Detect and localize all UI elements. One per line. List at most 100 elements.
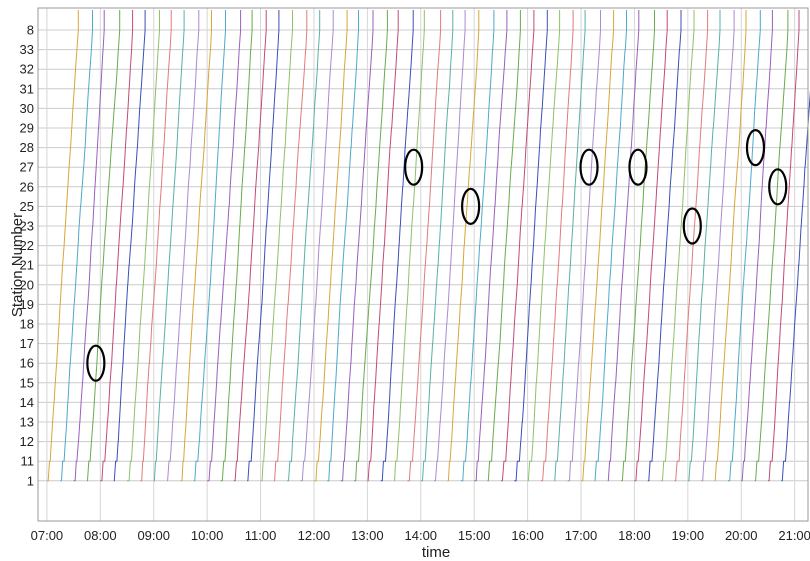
train-line	[60, 10, 93, 482]
train-line	[407, 10, 442, 482]
train-line	[701, 10, 735, 482]
train-line	[727, 10, 761, 482]
delay-markers	[86, 129, 788, 382]
train-line	[354, 10, 388, 482]
train-line	[300, 10, 334, 482]
train-line	[767, 10, 800, 482]
train-line	[193, 10, 226, 482]
train-line	[127, 10, 160, 482]
x-tick-label: 11:00	[245, 528, 277, 543]
train-line	[567, 10, 601, 482]
train-line	[180, 10, 212, 482]
train-line	[273, 10, 308, 482]
train-line	[514, 10, 548, 482]
x-tick-label: 07:00	[31, 528, 64, 543]
train-line	[314, 10, 348, 482]
y-tick-label: 8	[27, 23, 34, 38]
train-line	[647, 10, 682, 482]
train-line	[447, 10, 480, 482]
y-tick-label: 30	[20, 101, 34, 116]
delay-oval	[86, 344, 106, 382]
y-tick-label: 15	[20, 375, 34, 390]
x-tick-label: 21:00	[778, 528, 810, 543]
y-tick-label: 27	[20, 160, 34, 175]
train-line	[394, 10, 425, 482]
train-lines	[46, 10, 810, 482]
train-line	[594, 10, 627, 482]
train-line	[247, 10, 280, 482]
delay-oval	[745, 129, 766, 167]
x-tick-label: 19:00	[672, 528, 705, 543]
y-axis-title: Station Number	[9, 213, 26, 317]
y-tick-label: 23	[20, 219, 34, 234]
plot-background	[38, 8, 808, 521]
train-line	[420, 10, 454, 482]
train-line	[540, 10, 574, 482]
x-tick-label: 15:00	[458, 528, 491, 543]
y-tick-label: 32	[20, 62, 34, 77]
train-line	[621, 10, 655, 482]
train-line	[487, 10, 521, 482]
x-tick-label: 12:00	[298, 528, 331, 543]
train-line	[687, 10, 721, 482]
train-line	[474, 10, 508, 482]
delay-oval	[628, 148, 648, 186]
y-tick-label: 1	[27, 473, 34, 488]
train-line	[287, 10, 321, 482]
y-tick-label: 11	[21, 454, 35, 469]
y-tick-label: 22	[20, 238, 34, 253]
plot-frame	[37, 7, 809, 522]
train-line	[46, 10, 79, 482]
delay-oval	[404, 148, 424, 186]
train-line	[741, 10, 773, 482]
y-tick-label: 33	[20, 42, 34, 57]
train-line	[554, 10, 586, 482]
train-line	[113, 10, 146, 482]
x-tick-label: 20:00	[725, 528, 758, 543]
y-tick-label: 16	[20, 356, 34, 371]
y-tick-label: 13	[20, 415, 34, 430]
train-line	[527, 10, 561, 482]
x-tick-label: 08:00	[84, 528, 117, 543]
x-tick-label: 09:00	[137, 528, 170, 543]
train-line	[100, 10, 134, 482]
train-line	[367, 10, 399, 482]
train-line	[674, 10, 709, 482]
train-line	[140, 10, 172, 482]
train-line	[87, 10, 121, 482]
x-tick-labels: 07:00 08:00 09:00 10:00 11:00 12:00 13:00 14:00…	[31, 528, 810, 543]
delay-oval	[461, 187, 481, 225]
train-line	[153, 10, 185, 482]
x-tick-label: 17:00	[565, 528, 598, 543]
y-tick-label: 19	[20, 297, 34, 312]
y-tick-label: 20	[20, 277, 34, 292]
train-line	[340, 10, 374, 482]
train-line	[661, 10, 695, 482]
y-tick-label: 28	[20, 140, 34, 155]
train-line	[380, 10, 414, 482]
x-tick-label: 14:00	[405, 528, 438, 543]
x-tick-label: 10:00	[191, 528, 224, 543]
y-tick-label: 29	[20, 121, 34, 136]
train-line	[714, 10, 747, 482]
train-line	[73, 10, 105, 482]
train-line	[327, 10, 359, 482]
train-line	[233, 10, 267, 482]
train-line	[260, 10, 293, 482]
train-line	[207, 10, 242, 482]
y-tick-label: 25	[20, 199, 34, 214]
train-line	[460, 10, 495, 482]
y-tick-label: 17	[20, 336, 34, 351]
x-axis-title: time	[422, 544, 450, 561]
x-tick-label: 18:00	[618, 528, 651, 543]
train-line	[754, 10, 789, 482]
y-tick-label: 31	[20, 81, 34, 96]
y-tick-labels: 1111213141516171819202122232526272829303…	[20, 23, 34, 489]
y-tick-label: 18	[20, 317, 34, 332]
train-line	[607, 10, 640, 482]
x-tick-label: 16:00	[511, 528, 544, 543]
delay-oval	[768, 168, 788, 206]
y-tick-label: 14	[20, 395, 34, 410]
y-tick-label: 21	[20, 258, 34, 273]
